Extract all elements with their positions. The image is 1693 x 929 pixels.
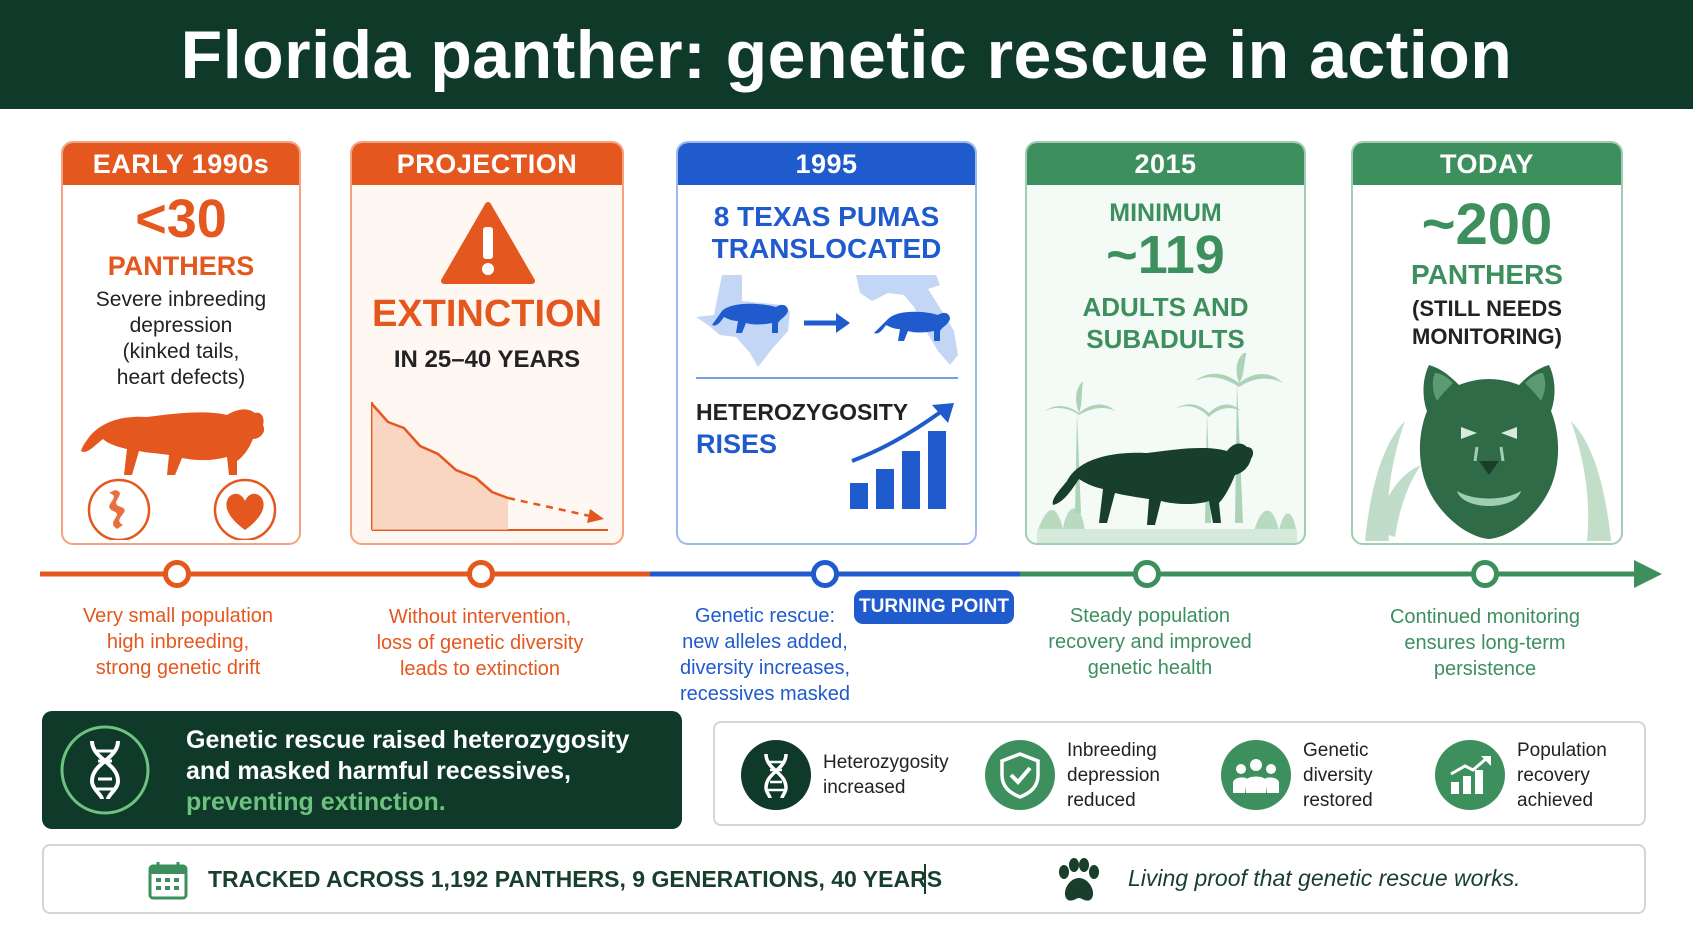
timeline-label-today: Continued monitoring ensures long-term per… xyxy=(1389,606,1581,680)
page-title: Florida panther: genetic rescue in actio… xyxy=(180,16,1513,93)
benefit-recovery: Population recovery achieved xyxy=(1435,737,1607,813)
decline-chart-icon xyxy=(371,402,608,531)
growth-chart-icon xyxy=(1435,740,1505,810)
timeline-node-2015 xyxy=(1133,560,1161,588)
card-1995: 1995 8 TEXAS PUMAS TRANSLOCATED HETEROZY… xyxy=(676,141,977,545)
extinction-timeframe: IN 25–40 YEARS xyxy=(393,346,581,373)
benefit-inbreeding: Inbreeding depression reduced xyxy=(985,737,1160,813)
footer-divider xyxy=(924,864,926,894)
timeline-node-early xyxy=(163,560,191,588)
dna-icon xyxy=(60,725,150,815)
panther-in-forest-icon xyxy=(1037,353,1297,543)
adults-label: ADULTS AND SUBADULTS xyxy=(1082,292,1249,354)
card-header: 1995 xyxy=(678,143,975,185)
card-early-1990s: EARLY 1990s <30 PANTHERS Severe inbreedi… xyxy=(61,141,301,545)
paw-print-icon xyxy=(1059,858,1099,901)
proof-tagline: Living proof that genetic rescue works. xyxy=(1128,865,1521,891)
translocation-map-icon xyxy=(696,275,958,367)
heterozygosity-rises: RISES xyxy=(696,429,778,459)
minimum-label: MINIMUM xyxy=(1109,199,1222,227)
rising-bar-chart-icon xyxy=(850,403,954,509)
calendar-icon xyxy=(148,862,188,900)
card-today: TODAY ~200 PANTHERS (STILL NEEDS MONITOR… xyxy=(1351,141,1623,545)
summary-panel: Genetic rescue raised heterozygosity and… xyxy=(42,711,682,829)
panther-count: ~200 xyxy=(1421,192,1553,257)
timeline-label-1995: Genetic rescue: new alleles added, diversi… xyxy=(679,605,851,705)
dna-icon xyxy=(741,740,811,810)
timeline-label-2015: Steady population recovery and improved ge… xyxy=(1048,605,1252,679)
timeline-label-projection: Without intervention, loss of genetic div… xyxy=(376,606,584,680)
timeline-node-1995 xyxy=(811,560,839,588)
benefit-diversity: Genetic diversity restored xyxy=(1221,737,1373,813)
extinction-headline: EXTINCTION xyxy=(371,293,603,335)
card-header: PROJECTION xyxy=(352,143,622,185)
shield-check-icon xyxy=(985,740,1055,810)
count-unit: PANTHERS xyxy=(1411,259,1563,290)
benefits-panel: Heterozygosity increased Inbreeding depres… xyxy=(713,721,1646,826)
card-header: 2015 xyxy=(1027,143,1304,185)
card-description: Severe inbreeding depression (kinked tai… xyxy=(95,288,267,389)
tracking-stats: TRACKED ACROSS 1,192 PANTHERS, 9 GENERAT… xyxy=(208,866,943,892)
adult-count: ~119 xyxy=(1106,225,1225,285)
timeline-label-early: Very small population high inbreeding, str… xyxy=(82,605,274,679)
panther-portrait-icon xyxy=(1365,365,1611,541)
summary-text: Genetic rescue raised heterozygosity and… xyxy=(186,726,630,816)
panther-silhouette-icon xyxy=(81,409,277,540)
timeline-node-projection xyxy=(467,560,495,588)
card-header: TODAY xyxy=(1353,143,1621,185)
divider xyxy=(696,377,958,379)
panther-count: <30 xyxy=(135,189,227,249)
warning-icon xyxy=(441,202,535,284)
count-unit: PANTHERS xyxy=(107,251,255,281)
heterozygosity-label: HETEROZYGOSITY xyxy=(696,399,909,425)
group-icon xyxy=(1221,740,1291,810)
card-projection: PROJECTION EXTINCTION IN 25–40 YEARS xyxy=(350,141,624,545)
card-2015: 2015 MINIMUM ~119 ADULTS AND SUBADULTS xyxy=(1025,141,1306,545)
benefit-heterozygosity: Heterozygosity increased xyxy=(741,737,949,813)
card-header: EARLY 1990s xyxy=(63,143,299,185)
footer-bar: TRACKED ACROSS 1,192 PANTHERS, 9 GENERAT… xyxy=(42,844,1646,914)
translocation-text: 8 TEXAS PUMAS TRANSLOCATED xyxy=(711,201,942,264)
timeline-line xyxy=(40,560,1662,588)
timeline-node-today xyxy=(1471,560,1499,588)
title-banner: Florida panther: genetic rescue in actio… xyxy=(0,0,1693,109)
monitoring-note: (STILL NEEDS MONITORING) xyxy=(1412,296,1562,349)
turning-point-badge: TURNING POINT xyxy=(854,590,1014,624)
